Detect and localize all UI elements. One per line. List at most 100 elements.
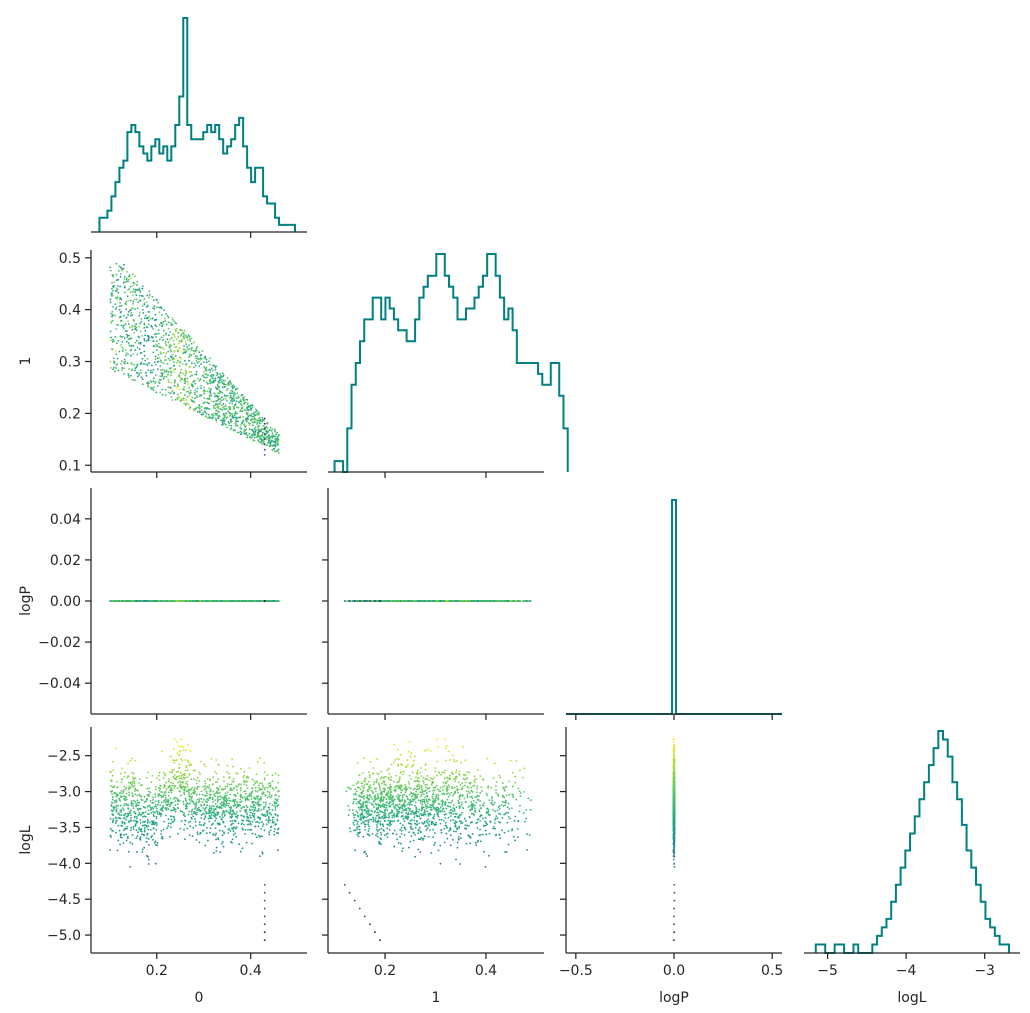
scatter-point bbox=[160, 830, 163, 832]
scatter-point bbox=[265, 429, 268, 432]
scatter-point bbox=[181, 329, 183, 332]
scatter-point bbox=[196, 387, 199, 390]
scatter-point bbox=[188, 407, 191, 410]
scatter-point bbox=[188, 392, 191, 395]
scatter-point bbox=[144, 359, 147, 362]
scatter-point bbox=[217, 380, 220, 383]
scatter-point bbox=[124, 771, 126, 774]
scatter-point bbox=[158, 378, 161, 381]
scatter-point bbox=[215, 400, 218, 402]
scatter-point bbox=[115, 279, 118, 282]
scatter-point bbox=[250, 795, 253, 798]
scatter-point bbox=[116, 288, 119, 291]
scatter-point bbox=[277, 434, 280, 437]
scatter-point bbox=[263, 436, 265, 438]
scatter-panel-0-vs-logL bbox=[109, 738, 280, 941]
scatter-point bbox=[123, 358, 126, 361]
scatter-point bbox=[232, 830, 235, 832]
scatter-point bbox=[138, 325, 141, 328]
scatter-point bbox=[236, 425, 239, 427]
scatter-point bbox=[233, 405, 236, 408]
scatter-point bbox=[125, 833, 128, 836]
scatter-point bbox=[231, 400, 233, 403]
scatter-point bbox=[139, 363, 142, 365]
scatter-point bbox=[141, 383, 144, 386]
scatter-point bbox=[130, 344, 133, 347]
scatter-point bbox=[277, 452, 280, 454]
scatter-point bbox=[112, 818, 115, 820]
scatter-point bbox=[215, 365, 218, 368]
scatter-point bbox=[257, 600, 259, 602]
scatter-point bbox=[274, 435, 276, 438]
scatter-point bbox=[263, 438, 266, 441]
scatter-point bbox=[186, 395, 189, 398]
scatter-point bbox=[243, 430, 246, 432]
scatter-point bbox=[126, 334, 129, 337]
scatter-point bbox=[117, 839, 120, 842]
scatter-point bbox=[132, 281, 135, 284]
scatter-point bbox=[164, 342, 167, 345]
scatter-point bbox=[119, 296, 122, 299]
scatter-point bbox=[154, 796, 157, 798]
scatter-point bbox=[185, 370, 188, 373]
scatter-point bbox=[276, 444, 279, 446]
scatter-point bbox=[115, 367, 117, 369]
scatter-point bbox=[261, 427, 264, 430]
scatter-point bbox=[127, 835, 129, 838]
scatter-point bbox=[127, 299, 129, 302]
scatter-point bbox=[179, 340, 181, 343]
scatter-point bbox=[202, 412, 204, 414]
scatter-point bbox=[196, 346, 199, 349]
scatter-point bbox=[162, 323, 164, 326]
scatter-point bbox=[156, 357, 159, 359]
scatter-point bbox=[215, 394, 218, 397]
scatter-point bbox=[241, 410, 244, 413]
scatter-point bbox=[185, 764, 188, 767]
scatter-point bbox=[146, 364, 149, 367]
scatter-point bbox=[246, 408, 249, 410]
scatter-point bbox=[259, 436, 261, 439]
scatter-point bbox=[276, 431, 279, 434]
scatter-point bbox=[114, 600, 116, 602]
scatter-point bbox=[214, 407, 217, 410]
scatter-point bbox=[148, 311, 151, 313]
scatter-point bbox=[232, 417, 235, 420]
scatter-point bbox=[203, 822, 206, 824]
scatter-point bbox=[171, 353, 174, 356]
scatter-point bbox=[204, 369, 207, 372]
scatter-point bbox=[170, 396, 173, 398]
scatter-point bbox=[243, 402, 246, 405]
scatter-point bbox=[263, 788, 266, 791]
scatter-point bbox=[252, 439, 255, 441]
scatter-point bbox=[263, 829, 266, 832]
scatter-point bbox=[216, 413, 219, 415]
scatter-point bbox=[155, 336, 158, 338]
scatter-point bbox=[223, 420, 226, 423]
scatter-point bbox=[251, 420, 254, 423]
scatter-point bbox=[254, 600, 257, 602]
scatter-point bbox=[184, 404, 187, 406]
scatter-point bbox=[222, 379, 225, 382]
scatter-point bbox=[217, 395, 220, 398]
scatter-point bbox=[123, 834, 125, 836]
scatter-point bbox=[165, 781, 168, 784]
scatter-point bbox=[200, 790, 203, 793]
scatter-point bbox=[140, 321, 143, 323]
scatter-point bbox=[130, 325, 133, 328]
scatter-point bbox=[117, 284, 119, 287]
scatter-point bbox=[162, 362, 165, 365]
scatter-point bbox=[153, 832, 156, 835]
scatter-point bbox=[117, 369, 120, 372]
scatter-point bbox=[273, 428, 276, 431]
scatter-point bbox=[209, 371, 212, 373]
scatter-point bbox=[128, 334, 131, 337]
scatter-point bbox=[249, 419, 252, 422]
scatter-point bbox=[123, 278, 126, 281]
scatter-point bbox=[242, 600, 245, 602]
scatter-point bbox=[219, 379, 221, 382]
scatter-point bbox=[188, 344, 190, 347]
scatter-point bbox=[237, 401, 240, 404]
scatter-point bbox=[120, 298, 123, 301]
scatter-point bbox=[248, 424, 251, 427]
scatter-point bbox=[116, 297, 118, 300]
